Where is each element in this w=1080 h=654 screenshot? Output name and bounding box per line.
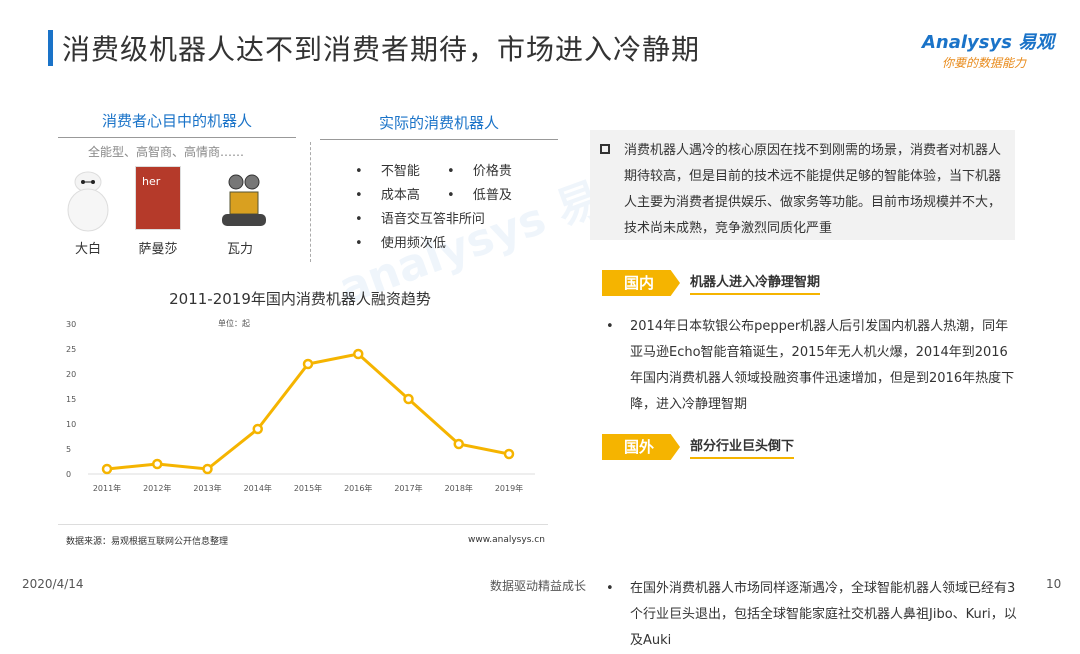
page-number: 10 (1046, 577, 1062, 591)
data-point (252, 423, 263, 435)
x-tick-label: 2012年 (143, 483, 171, 493)
her-poster-image: her (135, 166, 181, 230)
y-tick-label: 15 (66, 395, 76, 404)
logo-text: Analysys 易观 (922, 32, 1055, 53)
data-point (403, 393, 414, 405)
y-tick-label: 5 (66, 445, 71, 454)
x-tick-label: 2014年 (244, 483, 272, 493)
data-point (453, 438, 464, 450)
footer-slogan: 数据驱动精益成长 (490, 579, 587, 593)
data-point (202, 463, 213, 475)
x-tick-label: 2011年 (93, 483, 121, 493)
ideal-sub: 全能型、高智商、高情商…… (88, 145, 245, 159)
foreign-text: • 在国外消费机器人市场同样逐渐遇冷，全球智能机器人领域已经有3个行业巨头退出，包… (606, 581, 1017, 648)
x-tick-label: 2013年 (193, 483, 221, 493)
page-title: 消费级机器人达不到消费者期待，市场进入冷静期 (62, 33, 701, 66)
actual-heading: 实际的消费机器人 (320, 112, 558, 140)
logo-slogan: 你要的数据能力 (942, 56, 1027, 70)
y-tick-label: 25 (66, 345, 76, 354)
actual-item: 使用频次低 (380, 236, 446, 251)
square-bullet-icon (600, 144, 610, 154)
robot-name: 瓦力 (226, 242, 253, 257)
divider (310, 142, 311, 262)
domestic-tag: 国内 机器人进入冷静理智期 (602, 270, 821, 296)
x-tick-label: 2017年 (394, 483, 422, 493)
summary-note: 消费机器人遇冷的核心原因在找不到刚需的场景，消费者对机器人期待较高，但是目前的技… (590, 130, 1015, 240)
x-tick-label: 2016年 (344, 483, 372, 493)
data-point (152, 458, 163, 470)
x-tick-label: 2018年 (445, 483, 473, 493)
actual-item: 低普及 (472, 188, 512, 203)
chart-title: 2011-2019年国内消费机器人融资趋势 (169, 290, 431, 308)
logo: Analysys 易观 你要的数据能力 (922, 28, 1062, 71)
data-point (353, 348, 364, 360)
domestic-text: • 2014年日本软银公布pepper机器人后引发国内机器人热潮，同年亚马逊Ech… (606, 319, 1015, 412)
data-point (503, 448, 515, 460)
chart-unit: 单位：起 (218, 319, 250, 328)
y-tick-label: 0 (66, 470, 71, 479)
series-line (106, 352, 510, 471)
actual-item: 价格贵 (472, 164, 512, 179)
actual-item: 语音交互答非所问 (380, 212, 485, 227)
actual-item: 成本高 (380, 188, 420, 203)
actual-item: 不智能 (380, 164, 420, 179)
x-tick-label: 2019年 (495, 483, 523, 493)
chart-source: 数据来源：易观根据互联网公开信息整理 (66, 537, 229, 547)
walle-image (218, 172, 270, 230)
baymax-image (62, 166, 114, 232)
title-accent-bar (48, 30, 53, 66)
line-chart: 0 5 10 15 20 25 30 2011年 2012年 2013年 2014年 2015年 201… (66, 320, 535, 493)
x-tick-label: 2015年 (294, 483, 322, 493)
ideal-heading: 消费者心目中的机器人 (58, 110, 296, 138)
chart-site: www.analysys.cn (468, 535, 545, 545)
y-tick-label: 30 (66, 320, 76, 329)
y-tick-label: 10 (66, 420, 76, 429)
data-point (302, 358, 314, 370)
robot-name: 大白 (74, 242, 101, 257)
y-tick-label: 20 (66, 370, 76, 379)
footer-date: 2020/4/14 (22, 577, 84, 591)
robot-name: 萨曼莎 (138, 242, 178, 257)
data-point (101, 463, 113, 475)
foreign-tag: 国外 部分行业巨头倒下 (602, 434, 795, 460)
